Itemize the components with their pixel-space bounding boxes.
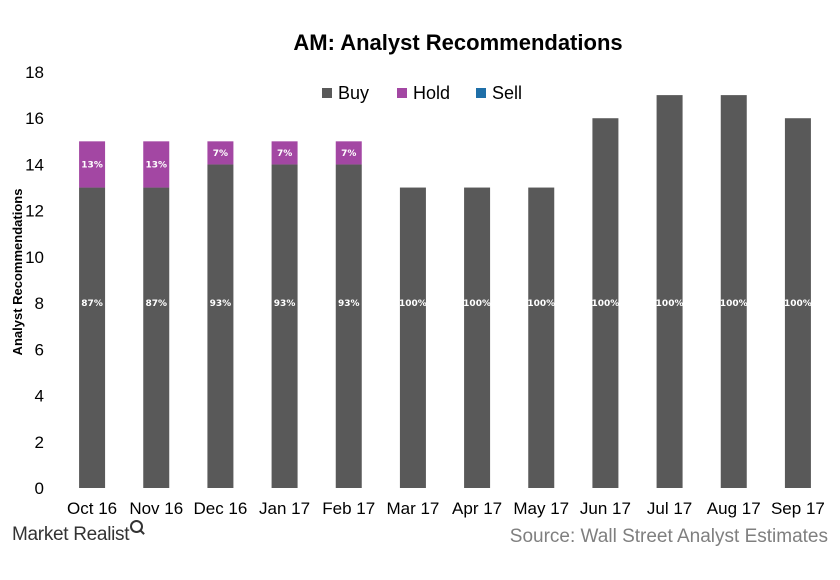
y-tick-label: 10 [25, 248, 44, 267]
y-tick-label: 16 [25, 109, 44, 128]
y-axis-label: Analyst Recommendations [10, 189, 25, 356]
bars: 87% 13% 87% 13% 93% 7% 93% 7% 93% 7% 100% 100% 100% 1… [79, 95, 812, 489]
bar-buy [335, 164, 362, 488]
data-label-buy: 100% [399, 299, 427, 309]
data-label-hold: 13% [145, 160, 167, 170]
data-label-hold: 7% [341, 149, 356, 159]
bar-hold [335, 141, 362, 165]
y-tick-label: 18 [25, 63, 44, 82]
bar-buy [399, 187, 426, 489]
y-tick-label: 6 [35, 340, 44, 359]
data-label-buy: 100% [527, 299, 555, 309]
source-note: Source: Wall Street Analyst Estimates [509, 526, 828, 547]
bar-buy [79, 187, 106, 489]
y-tick-label: 8 [35, 294, 44, 313]
legend-label-hold: Hold [413, 83, 450, 103]
bar-buy [207, 164, 234, 488]
data-label-buy: 100% [463, 299, 491, 309]
bar-buy [656, 95, 683, 488]
bar-buy [464, 187, 491, 489]
market-realist-logo: Market Realist [12, 520, 144, 546]
legend-swatch-sell [476, 88, 486, 98]
bar-hold [271, 141, 298, 165]
data-label-buy: 93% [338, 299, 360, 309]
x-tick-label: Feb 17 [322, 499, 375, 518]
bar-buy [528, 187, 555, 489]
data-label-hold: 7% [213, 149, 228, 159]
x-tick-label: Jan 17 [259, 499, 310, 518]
data-label-buy: 93% [210, 299, 232, 309]
legend: Buy Hold Sell [322, 83, 522, 103]
bar-hold [79, 141, 106, 188]
y-tick-label: 0 [35, 479, 44, 498]
data-label-buy: 100% [656, 299, 684, 309]
data-label-buy: 100% [592, 299, 620, 309]
y-tick-label: 12 [25, 202, 44, 221]
logo-text: Market Realist [12, 524, 130, 545]
x-tick-label: Dec 16 [193, 499, 247, 518]
data-label-buy: 87% [81, 299, 103, 309]
bar-buy [720, 95, 747, 488]
x-tick-label: Apr 17 [452, 499, 502, 518]
x-tick-label: Jul 17 [647, 499, 692, 518]
bar-buy [143, 187, 170, 489]
y-tick-label: 4 [35, 387, 44, 406]
x-axis-ticks: Oct 16 Nov 16 Dec 16 Jan 17 Feb 17 Mar 17 Apr … [67, 499, 825, 518]
data-label-buy: 93% [274, 299, 296, 309]
data-label-hold: 7% [277, 149, 292, 159]
y-axis-ticks: 0 2 4 6 8 10 12 14 16 18 [25, 63, 44, 498]
legend-swatch-hold [397, 88, 407, 98]
magnifier-icon [130, 520, 144, 533]
bar-buy [592, 118, 619, 488]
legend-label-sell: Sell [492, 83, 522, 103]
x-tick-label: Mar 17 [386, 499, 439, 518]
bar-buy [271, 164, 298, 488]
x-tick-label: Nov 16 [129, 499, 183, 518]
bar-hold [207, 141, 234, 165]
legend-label-buy: Buy [338, 83, 369, 103]
bar-hold [143, 141, 170, 188]
data-label-buy: 87% [145, 299, 167, 309]
chart-title: AM: Analyst Recommendations [293, 30, 622, 55]
x-tick-label: May 17 [513, 499, 569, 518]
x-tick-label: Aug 17 [707, 499, 761, 518]
legend-swatch-buy [322, 88, 332, 98]
bar-buy [784, 118, 811, 488]
x-tick-label: Sep 17 [771, 499, 825, 518]
y-tick-label: 2 [35, 433, 44, 452]
x-tick-label: Oct 16 [67, 499, 117, 518]
data-label-hold: 13% [81, 160, 103, 170]
data-label-buy: 100% [784, 299, 812, 309]
x-tick-label: Jun 17 [580, 499, 631, 518]
data-label-buy: 100% [720, 299, 748, 309]
y-tick-label: 14 [25, 155, 44, 174]
